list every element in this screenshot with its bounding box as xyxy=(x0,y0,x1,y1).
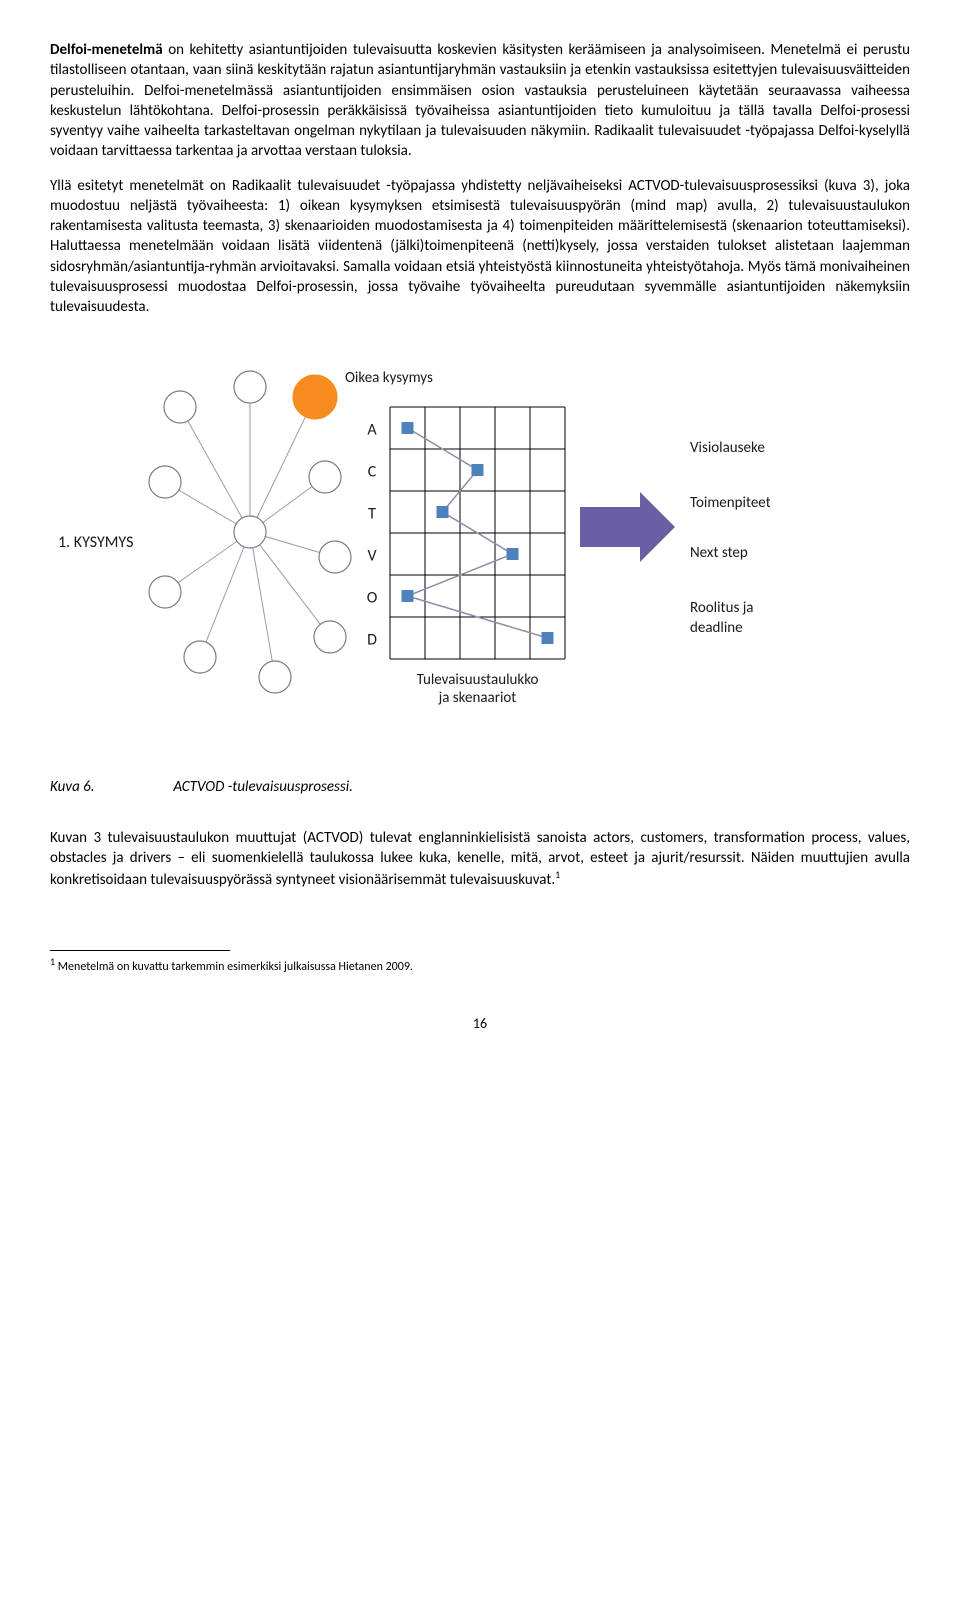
svg-text:V: V xyxy=(367,547,377,566)
svg-text:A: A xyxy=(367,421,377,440)
caption-label: Kuva 6. xyxy=(50,777,170,797)
caption-text: ACTVOD -tulevaisuusprosessi. xyxy=(173,778,353,796)
para1-lead: Delfoi-menetelmä xyxy=(50,41,163,59)
svg-text:deadline: deadline xyxy=(690,619,743,637)
actvod-diagram: 1. KYSYMYS Oikea kysymys A C T V O D Tulevaisuus… xyxy=(50,347,770,747)
svg-text:Toimenpiteet: Toimenpiteet xyxy=(690,494,770,512)
paragraph-3: Kuvan 3 tulevaisuustaulukon muuttujat (A… xyxy=(50,828,910,891)
page-number: 16 xyxy=(50,1015,910,1034)
figure-caption: Kuva 6. ACTVOD -tulevaisuusprosessi. xyxy=(50,777,910,797)
footnote-ref: 1 xyxy=(555,868,560,881)
svg-text:T: T xyxy=(368,505,376,524)
footnote: 1 Menetelmä on kuvattu tarkemmin esimerk… xyxy=(50,955,910,975)
svg-text:C: C xyxy=(368,463,377,482)
svg-text:D: D xyxy=(367,631,377,650)
para1-rest: on kehitetty asiantuntijoiden tulevaisuu… xyxy=(50,41,910,160)
svg-text:Roolitus ja: Roolitus ja xyxy=(690,599,753,617)
svg-text:Tulevaisuustaulukko: Tulevaisuustaulukko xyxy=(417,671,539,689)
paragraph-2: Yllä esitetyt menetelmät on Radikaalit t… xyxy=(50,176,910,318)
svg-text:Next step: Next step xyxy=(690,544,748,562)
figure: 1. KYSYMYS Oikea kysymys A C T V O D Tulevaisuus… xyxy=(50,347,910,747)
footnote-separator xyxy=(50,950,230,951)
svg-text:Visiolauseke: Visiolauseke xyxy=(690,439,765,457)
svg-text:ja skenaariot: ja skenaariot xyxy=(438,689,517,707)
paragraph-1: Delfoi-menetelmä on kehitetty asiantunti… xyxy=(50,40,910,162)
svg-text:1. KYSYMYS: 1. KYSYMYS xyxy=(58,533,133,552)
svg-text:O: O xyxy=(367,589,378,608)
svg-text:Oikea kysymys: Oikea kysymys xyxy=(345,369,433,387)
